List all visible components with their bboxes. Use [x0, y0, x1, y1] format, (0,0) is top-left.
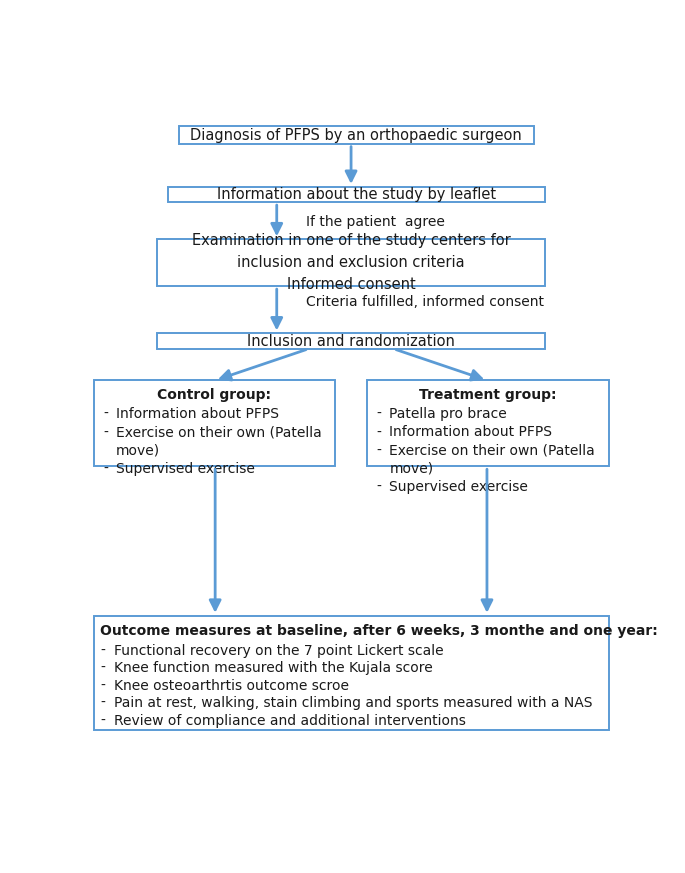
FancyBboxPatch shape: [94, 615, 608, 730]
Text: -: -: [100, 644, 105, 658]
Text: -: -: [103, 407, 108, 422]
Text: Exercise on their own (Patella
move): Exercise on their own (Patella move): [389, 443, 595, 476]
FancyBboxPatch shape: [168, 187, 545, 203]
FancyBboxPatch shape: [179, 127, 534, 144]
Text: Supervised exercise: Supervised exercise: [389, 480, 528, 494]
Text: Information about the study by leaflet: Information about the study by leaflet: [217, 187, 496, 202]
Text: Treatment group:: Treatment group:: [419, 388, 556, 402]
Text: Outcome measures at baseline, after 6 weeks, 3 monthe and one year:: Outcome measures at baseline, after 6 we…: [100, 623, 658, 637]
Text: Functional recovery on the 7 point Lickert scale: Functional recovery on the 7 point Licke…: [114, 644, 443, 658]
Text: Exercise on their own (Patella
move): Exercise on their own (Patella move): [116, 425, 322, 457]
Text: -: -: [100, 697, 105, 711]
Text: -: -: [100, 679, 105, 693]
Text: Control group:: Control group:: [158, 388, 271, 402]
FancyBboxPatch shape: [158, 239, 545, 286]
Text: Inclusion and randomization: Inclusion and randomization: [247, 333, 455, 348]
Text: -: -: [103, 425, 108, 439]
Text: Diagnosis of PFPS by an orthopaedic surgeon: Diagnosis of PFPS by an orthopaedic surg…: [190, 127, 522, 142]
FancyBboxPatch shape: [367, 381, 608, 466]
Text: Knee function measured with the Kujala score: Knee function measured with the Kujala s…: [114, 662, 432, 676]
Text: If the patient  agree: If the patient agree: [306, 215, 445, 229]
FancyBboxPatch shape: [94, 381, 335, 466]
Text: Knee osteoarthrtis outcome scroe: Knee osteoarthrtis outcome scroe: [114, 679, 349, 693]
Text: Review of compliance and additional interventions: Review of compliance and additional inte…: [114, 714, 466, 728]
Text: Supervised exercise: Supervised exercise: [116, 462, 255, 476]
Text: -: -: [377, 443, 382, 457]
Text: -: -: [100, 662, 105, 676]
Text: -: -: [377, 425, 382, 439]
Text: Examination in one of the study centers for
inclusion and exclusion criteria
Inf: Examination in one of the study centers …: [192, 233, 510, 292]
Text: Information about PFPS: Information about PFPS: [389, 425, 552, 439]
Text: Information about PFPS: Information about PFPS: [116, 407, 279, 422]
Text: -: -: [103, 462, 108, 476]
Text: -: -: [377, 480, 382, 494]
Text: Criteria fulfilled, informed consent: Criteria fulfilled, informed consent: [306, 295, 544, 309]
Text: Patella pro brace: Patella pro brace: [389, 407, 507, 422]
Text: -: -: [377, 407, 382, 422]
Text: -: -: [100, 714, 105, 728]
Text: Pain at rest, walking, stain climbing and sports measured with a NAS: Pain at rest, walking, stain climbing an…: [114, 697, 593, 711]
FancyBboxPatch shape: [158, 333, 545, 349]
